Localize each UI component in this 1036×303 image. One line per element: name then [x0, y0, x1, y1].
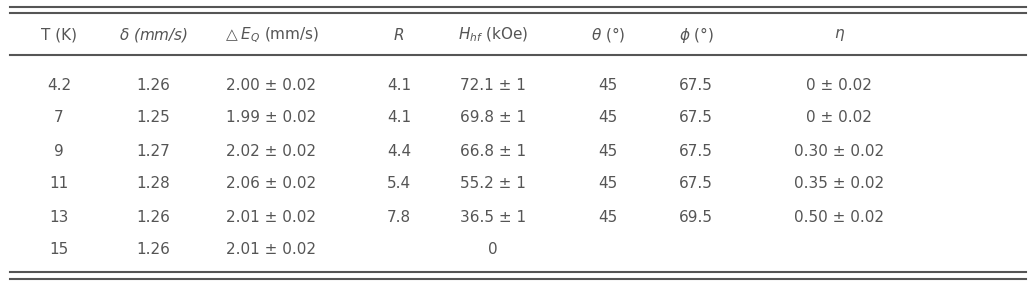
Text: $\triangle E_Q$ (mm/s): $\triangle E_Q$ (mm/s)	[224, 25, 319, 45]
Text: 9: 9	[54, 144, 64, 158]
Text: $\eta$: $\eta$	[834, 27, 844, 43]
Text: 4.1: 4.1	[386, 78, 411, 92]
Text: 67.5: 67.5	[680, 177, 713, 191]
Text: 1.28: 1.28	[137, 177, 170, 191]
Text: 45: 45	[599, 144, 617, 158]
Text: 1.99 ± 0.02: 1.99 ± 0.02	[226, 111, 317, 125]
Text: 67.5: 67.5	[680, 78, 713, 92]
Text: 1.25: 1.25	[137, 111, 170, 125]
Text: 2.00 ± 0.02: 2.00 ± 0.02	[227, 78, 316, 92]
Text: 66.8 ± 1: 66.8 ± 1	[460, 144, 526, 158]
Text: 5.4: 5.4	[386, 177, 411, 191]
Text: 0.35 ± 0.02: 0.35 ± 0.02	[795, 177, 884, 191]
Text: 36.5 ± 1: 36.5 ± 1	[460, 209, 526, 225]
Text: 0 ± 0.02: 0 ± 0.02	[806, 78, 872, 92]
Text: 2.01 ± 0.02: 2.01 ± 0.02	[227, 242, 316, 258]
Text: 45: 45	[599, 78, 617, 92]
Text: 0.30 ± 0.02: 0.30 ± 0.02	[795, 144, 884, 158]
Text: 1.27: 1.27	[137, 144, 170, 158]
Text: $R$: $R$	[394, 27, 404, 43]
Text: 1.26: 1.26	[137, 78, 170, 92]
Text: 0.50 ± 0.02: 0.50 ± 0.02	[795, 209, 884, 225]
Text: 72.1 ± 1: 72.1 ± 1	[460, 78, 526, 92]
Text: 45: 45	[599, 177, 617, 191]
Text: 4.2: 4.2	[47, 78, 71, 92]
Text: 13: 13	[50, 209, 68, 225]
Text: 69.5: 69.5	[680, 209, 713, 225]
Text: 2.01 ± 0.02: 2.01 ± 0.02	[227, 209, 316, 225]
Text: 69.8 ± 1: 69.8 ± 1	[460, 111, 526, 125]
Text: $\theta$ (°): $\theta$ (°)	[591, 25, 626, 45]
Text: 4.4: 4.4	[386, 144, 411, 158]
Text: 11: 11	[50, 177, 68, 191]
Text: 2.02 ± 0.02: 2.02 ± 0.02	[227, 144, 316, 158]
Text: 0 ± 0.02: 0 ± 0.02	[806, 111, 872, 125]
Text: 1.26: 1.26	[137, 242, 170, 258]
Text: 7: 7	[54, 111, 64, 125]
Text: 55.2 ± 1: 55.2 ± 1	[460, 177, 526, 191]
Text: 1.26: 1.26	[137, 209, 170, 225]
Text: 45: 45	[599, 209, 617, 225]
Text: 67.5: 67.5	[680, 111, 713, 125]
Text: $\phi$ (°): $\phi$ (°)	[679, 25, 714, 45]
Text: 0: 0	[488, 242, 498, 258]
Text: 15: 15	[50, 242, 68, 258]
Text: 4.1: 4.1	[386, 111, 411, 125]
Text: 67.5: 67.5	[680, 144, 713, 158]
Text: 45: 45	[599, 111, 617, 125]
Text: 2.06 ± 0.02: 2.06 ± 0.02	[227, 177, 316, 191]
Text: 7.8: 7.8	[386, 209, 411, 225]
Text: $H_{hf}$ (kOe): $H_{hf}$ (kOe)	[458, 26, 528, 44]
Text: $\delta$ (mm/s): $\delta$ (mm/s)	[119, 26, 188, 44]
Text: T (K): T (K)	[41, 28, 77, 42]
